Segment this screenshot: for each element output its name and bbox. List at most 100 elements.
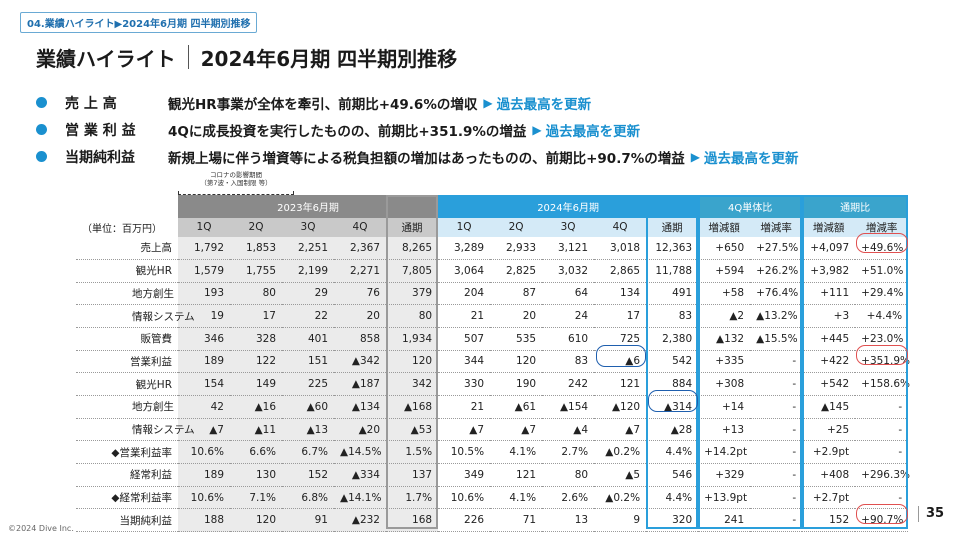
table-cell: +2.7pt bbox=[802, 486, 856, 510]
table-cell: 120 bbox=[386, 350, 439, 374]
table-cell: +408 bbox=[802, 463, 856, 487]
table-cell: +329 bbox=[698, 463, 751, 487]
table-cell: - bbox=[750, 395, 803, 419]
table-cell: 3,289 bbox=[438, 236, 491, 260]
column-header: 2Q bbox=[490, 217, 543, 237]
row-label: 観光HR bbox=[76, 259, 178, 283]
table-cell: 10.6% bbox=[438, 486, 491, 510]
table-cell: ▲13 bbox=[282, 418, 334, 442]
triangle-right-icon: ▶ bbox=[532, 122, 542, 137]
table-row: 情報システム ▲7 ▲11 ▲13 ▲20 ▲53 ▲7 ▲7 ▲4 ▲7 ▲28 +13- +25- bbox=[76, 418, 909, 442]
column-header: 4Q bbox=[334, 217, 386, 237]
table-cell: 2,199 bbox=[282, 259, 334, 283]
group-header-q4: 4Q単体比 bbox=[698, 195, 803, 218]
table-cell: - bbox=[855, 486, 909, 510]
table-cell: 42 bbox=[178, 395, 230, 419]
page-title: 業績ハイライト 2024年6月期 四半期別推移 bbox=[36, 42, 457, 72]
table-cell: ▲15.5% bbox=[750, 327, 803, 351]
table-cell: ▲342 bbox=[334, 350, 386, 374]
table-cell: +27.5% bbox=[750, 236, 803, 260]
table-cell: +158.6% bbox=[855, 372, 910, 396]
table-cell: +650 bbox=[698, 236, 751, 260]
table-cell: 226 bbox=[438, 508, 491, 533]
table-cell: ▲5 bbox=[594, 463, 647, 487]
table-cell: - bbox=[855, 440, 909, 465]
table-cell: 9 bbox=[594, 508, 647, 533]
table-cell: 8,265 bbox=[386, 236, 439, 260]
table-cell: 20 bbox=[490, 304, 543, 328]
table-cell: 1,853 bbox=[230, 236, 282, 260]
group-header-yr: 通期比 bbox=[802, 195, 909, 218]
table-cell: ▲6 bbox=[594, 350, 647, 374]
table-cell: +111 bbox=[802, 282, 856, 306]
table-cell: 320 bbox=[646, 508, 699, 533]
column-header: 3Q bbox=[282, 217, 334, 237]
table-cell: 535 bbox=[490, 327, 543, 351]
table-cell: +23.0% bbox=[855, 327, 909, 351]
table-cell: 154 bbox=[178, 372, 230, 396]
table-cell: 1,579 bbox=[178, 259, 230, 283]
column-header: 通期 bbox=[646, 217, 699, 237]
bullet-text: 観光HR事業が全体を牽引、前期比+49.6%の増収 bbox=[168, 96, 478, 113]
quarterly-results-table: 2023年6月期 2024年6月期 4Q単体比 通期比 （単位：百万円） 1Q 2… bbox=[76, 195, 910, 533]
table-cell: 242 bbox=[542, 372, 595, 396]
table-cell: +2.9pt bbox=[802, 440, 856, 465]
table-cell: 1,755 bbox=[230, 259, 282, 283]
corona-range-bracket bbox=[178, 191, 294, 198]
table-cell: +90.7% bbox=[855, 508, 909, 533]
bullet-dot-icon bbox=[36, 124, 47, 135]
table-cell: +542 bbox=[802, 372, 856, 396]
table-cell: 149 bbox=[230, 372, 282, 396]
table-cell: 2.6% bbox=[542, 486, 595, 510]
table-cell: 134 bbox=[594, 282, 647, 306]
table-cell: 241 bbox=[698, 508, 751, 533]
table-cell: ▲154 bbox=[542, 395, 595, 419]
column-header: 通期 bbox=[386, 217, 439, 237]
group-header-fy23: 2023年6月期 bbox=[178, 195, 439, 218]
table-cell: 7.1% bbox=[230, 486, 282, 510]
column-header: 増減額 bbox=[698, 217, 751, 237]
table-cell: 2,933 bbox=[490, 236, 543, 260]
table-cell: +4.4% bbox=[855, 304, 909, 328]
table-cell: ▲20 bbox=[334, 418, 386, 442]
bullet-sales: 売 上 高 観光HR事業が全体を牽引、前期比+49.6%の増収 ▶ 過去最高を更… bbox=[36, 89, 798, 116]
table-cell: +422 bbox=[802, 350, 856, 374]
bullet-text: 新規上場に伴う増資等による税負担額の増加はあったものの、前期比+90.7%の増益 bbox=[168, 150, 685, 167]
table-cell: +445 bbox=[802, 327, 856, 351]
column-header: 1Q bbox=[178, 217, 230, 237]
column-header: 2Q bbox=[230, 217, 282, 237]
bullet-label: 当期純利益 bbox=[65, 149, 135, 166]
table-cell: 80 bbox=[230, 282, 282, 306]
table-cell: 2,825 bbox=[490, 259, 543, 283]
table-cell: 2,367 bbox=[334, 236, 386, 260]
table-cell: 120 bbox=[230, 508, 282, 533]
table-cell: 610 bbox=[542, 327, 595, 351]
table-cell: 1,934 bbox=[386, 327, 439, 351]
table-cell: 83 bbox=[542, 350, 595, 374]
column-header: 増減額 bbox=[802, 217, 856, 237]
row-label: ◆営業利益率 bbox=[76, 440, 178, 465]
table-cell: - bbox=[750, 440, 803, 465]
bullet-text: 4Qに成長投資を実行したものの、前期比+351.9%の増益 bbox=[168, 123, 527, 140]
table-cell: ▲53 bbox=[386, 418, 439, 442]
table-cell: +296.3% bbox=[855, 463, 910, 487]
table-row: ◆営業利益率 10.6% 6.6% 6.7% ▲14.5% 1.5% 10.5% 4.1% 2.… bbox=[76, 440, 909, 465]
column-header: 増減率 bbox=[855, 217, 909, 237]
column-header: 4Q bbox=[594, 217, 647, 237]
table-cell: - bbox=[750, 350, 803, 374]
table-cell: 2,251 bbox=[282, 236, 334, 260]
table-cell: 4.1% bbox=[490, 486, 543, 510]
table-cell: 379 bbox=[386, 282, 439, 306]
table-cell: ▲334 bbox=[334, 463, 386, 487]
table-cell: 349 bbox=[438, 463, 491, 487]
table-cell: ▲168 bbox=[386, 395, 439, 419]
table-cell: 19 bbox=[178, 304, 230, 328]
table-cell: 330 bbox=[438, 372, 491, 396]
table-cell: +76.4% bbox=[750, 282, 803, 306]
table-cell: 10.5% bbox=[438, 440, 491, 465]
table-cell: +51.0% bbox=[855, 259, 909, 283]
table-cell: - bbox=[750, 486, 803, 510]
table-cell: 328 bbox=[230, 327, 282, 351]
table-cell: 12,363 bbox=[646, 236, 699, 260]
table-row: 情報システム 19 17 22 20 80 21 20 24 17 83 ▲2 ▲13.2% +3 +4.4… bbox=[76, 304, 909, 328]
